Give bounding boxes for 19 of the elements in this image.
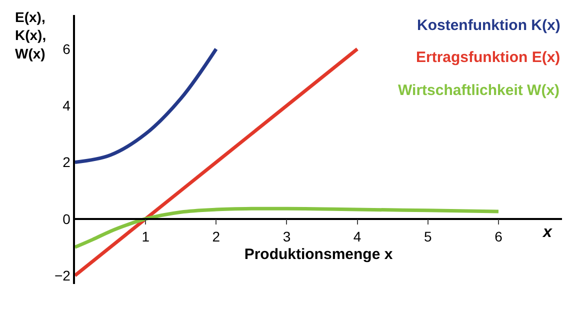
y-tick-label: −2 [54, 267, 71, 284]
y-tick-label: 6 [62, 40, 71, 57]
x-tick-label: 1 [142, 228, 150, 244]
x-tick-label: 3 [282, 228, 291, 244]
x-tick-label: 4 [353, 228, 362, 244]
x-tick-label: 6 [494, 228, 503, 244]
y-tick-label: 2 [62, 154, 71, 170]
y-axis-title: E(x), K(x), W(x) [15, 9, 46, 62]
x-tick-label: 5 [424, 228, 432, 244]
text: Wirtschaftlichkeit W(x) [398, 82, 560, 99]
x-tick-label: 2 [212, 228, 220, 244]
y-tick-label: 4 [62, 98, 71, 114]
text: Kostenfunktion K(x) [417, 17, 560, 34]
line-series [75, 206, 500, 249]
y-tick-label: 0 [62, 210, 71, 227]
line-series [75, 47, 218, 164]
annotation: x [542, 224, 553, 241]
text: Ertragsfunktion E(x) [416, 49, 560, 66]
x-axis-title: Produktionsmenge x [244, 246, 394, 263]
